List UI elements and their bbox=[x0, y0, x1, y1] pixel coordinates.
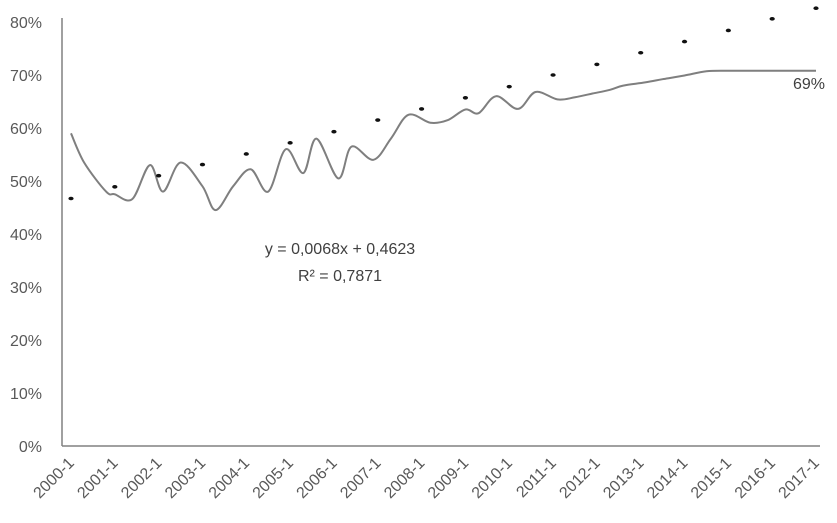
data-point bbox=[681, 39, 688, 44]
x-tick-label: 2002-1 bbox=[118, 455, 165, 502]
x-tick-label: 2004-1 bbox=[206, 455, 253, 502]
x-tick-label: 2001-1 bbox=[74, 455, 121, 502]
data-points bbox=[68, 6, 819, 201]
y-tick-label: 50% bbox=[10, 174, 42, 191]
data-point bbox=[550, 73, 556, 77]
x-tick-label: 2007-1 bbox=[337, 455, 384, 502]
x-tick-label: 2017-1 bbox=[776, 455, 823, 502]
data-point bbox=[375, 118, 381, 122]
data-point bbox=[68, 196, 74, 201]
y-tick-label: 30% bbox=[10, 280, 42, 297]
data-point bbox=[462, 95, 469, 100]
data-point bbox=[287, 141, 293, 145]
data-point bbox=[243, 152, 249, 156]
x-tick-label: 2009-1 bbox=[425, 455, 472, 502]
data-point bbox=[638, 50, 644, 55]
y-axis-ticks: 0% 10% 20% 30% 40% 50% 60% 70% 80% bbox=[10, 15, 42, 456]
end-value-label: 69% bbox=[793, 76, 825, 93]
y-tick-label: 40% bbox=[10, 227, 42, 244]
y-tick-label: 20% bbox=[10, 333, 42, 350]
x-tick-label: 2010-1 bbox=[469, 455, 516, 502]
data-point bbox=[769, 17, 775, 21]
y-tick-label: 60% bbox=[10, 121, 42, 138]
data-point bbox=[506, 84, 512, 89]
series-line bbox=[70, 69, 816, 212]
y-tick-label: 0% bbox=[19, 439, 42, 456]
x-tick-label: 2011-1 bbox=[513, 455, 559, 501]
x-tick-label: 2014-1 bbox=[644, 455, 691, 502]
data-point bbox=[112, 185, 118, 189]
trendline-equation: y = 0,0068x + 0,4623 bbox=[265, 241, 415, 258]
y-tick-label: 10% bbox=[10, 386, 42, 403]
data-point bbox=[418, 107, 425, 111]
data-point bbox=[156, 173, 162, 178]
x-axis-ticks: 2000-12001-12002-12003-12004-12005-12006… bbox=[31, 455, 823, 502]
x-tick-label: 2012-1 bbox=[556, 455, 603, 502]
x-tick-label: 2016-1 bbox=[732, 455, 779, 502]
x-tick-label: 2015-1 bbox=[688, 455, 735, 502]
data-point bbox=[813, 6, 819, 11]
x-tick-label: 2003-1 bbox=[162, 455, 209, 502]
y-tick-label: 80% bbox=[10, 15, 42, 32]
r-squared-label: R² = 0,7871 bbox=[298, 268, 382, 285]
data-point bbox=[331, 129, 337, 134]
data-point bbox=[725, 28, 731, 33]
data-point bbox=[199, 162, 206, 167]
x-tick-label: 2000-1 bbox=[31, 455, 78, 502]
y-tick-label: 70% bbox=[10, 68, 42, 85]
x-tick-label: 2005-1 bbox=[250, 455, 297, 502]
x-tick-label: 2013-1 bbox=[600, 455, 647, 502]
data-point bbox=[594, 62, 600, 67]
x-tick-label: 2006-1 bbox=[294, 455, 341, 502]
x-tick-label: 2008-1 bbox=[381, 455, 428, 502]
